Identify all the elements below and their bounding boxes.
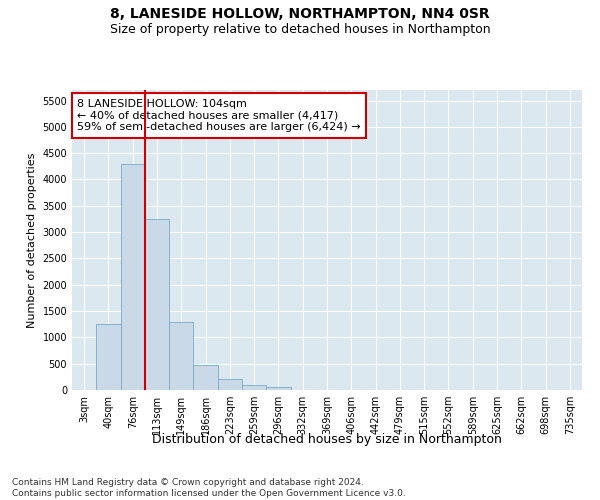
- Text: 8, LANESIDE HOLLOW, NORTHAMPTON, NN4 0SR: 8, LANESIDE HOLLOW, NORTHAMPTON, NN4 0SR: [110, 8, 490, 22]
- Text: Size of property relative to detached houses in Northampton: Size of property relative to detached ho…: [110, 22, 490, 36]
- Bar: [193, 364, 218, 390]
- Bar: [121, 164, 145, 390]
- Bar: [266, 387, 290, 390]
- Text: Distribution of detached houses by size in Northampton: Distribution of detached houses by size …: [152, 432, 502, 446]
- Y-axis label: Number of detached properties: Number of detached properties: [27, 152, 37, 328]
- Text: Contains HM Land Registry data © Crown copyright and database right 2024.
Contai: Contains HM Land Registry data © Crown c…: [12, 478, 406, 498]
- Text: 8 LANESIDE HOLLOW: 104sqm
← 40% of detached houses are smaller (4,417)
59% of se: 8 LANESIDE HOLLOW: 104sqm ← 40% of detac…: [77, 99, 361, 132]
- Bar: [242, 384, 266, 390]
- Bar: [169, 322, 193, 390]
- Bar: [145, 219, 169, 390]
- Bar: [218, 380, 242, 390]
- Bar: [96, 324, 121, 390]
